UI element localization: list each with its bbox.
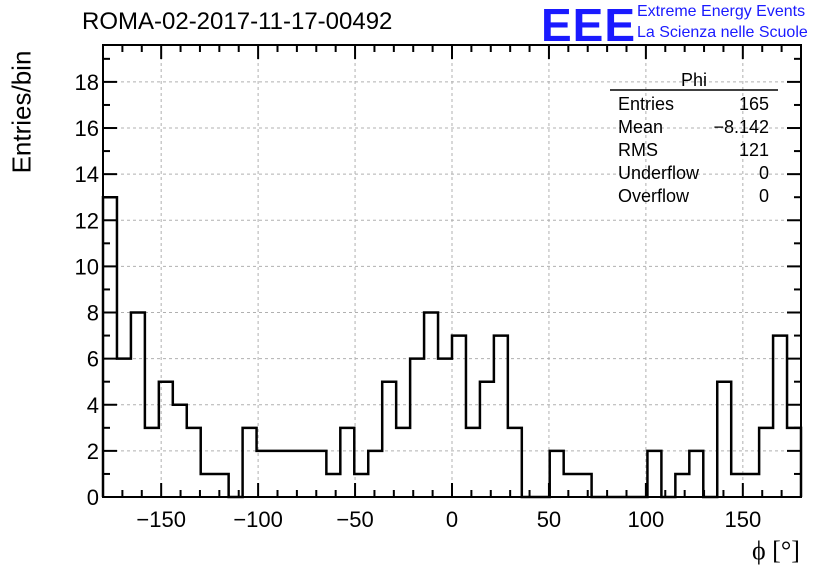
histogram-bin xyxy=(187,428,201,497)
y-tick-label: 0 xyxy=(87,485,99,510)
histogram-bin xyxy=(689,451,703,497)
histogram-bin xyxy=(452,336,466,497)
x-tick-label: 100 xyxy=(628,507,665,532)
y-tick-label: 8 xyxy=(87,301,99,326)
stats-title: Phi xyxy=(681,70,707,90)
histogram-bin xyxy=(243,428,257,497)
histogram-bin xyxy=(550,451,564,497)
histogram-bin xyxy=(340,428,354,497)
histogram-bin xyxy=(382,382,396,497)
grid-lines xyxy=(103,45,801,497)
x-tick-label: 0 xyxy=(446,507,458,532)
histogram-bin xyxy=(564,474,578,497)
histogram-bin xyxy=(647,451,661,497)
stats-value: 165 xyxy=(739,94,769,114)
chart-title: ROMA-02-2017-11-17-00492 xyxy=(82,8,393,35)
histogram-bin xyxy=(675,474,689,497)
y-tick-label: 14 xyxy=(75,162,99,187)
histogram-bin xyxy=(578,474,592,497)
histogram-bin xyxy=(494,336,508,497)
histogram-bin xyxy=(354,474,368,497)
histogram-bin xyxy=(787,428,801,497)
histogram-bin xyxy=(745,474,759,497)
x-tick-label: 150 xyxy=(724,507,761,532)
y-tick-label: 16 xyxy=(75,116,99,141)
histogram-bin xyxy=(410,359,424,497)
stats-value: −8.142 xyxy=(713,117,769,137)
x-tick-label: 50 xyxy=(537,507,561,532)
histogram-bin xyxy=(326,474,340,497)
histogram-bin xyxy=(145,428,159,497)
y-tick-label: 18 xyxy=(75,70,99,95)
x-tick-label: −50 xyxy=(336,507,373,532)
histogram-bin xyxy=(173,405,187,497)
logo-text-line1: Extreme Energy Events xyxy=(637,3,806,20)
stats-box: Phi Entries 165 Mean −8.142 RMS 121 Underflow 0… xyxy=(610,70,778,206)
histogram-outline xyxy=(101,195,803,499)
histogram-bin xyxy=(103,197,117,497)
histogram-bin xyxy=(298,451,312,497)
x-tick-label: −100 xyxy=(233,507,283,532)
histogram-bin xyxy=(201,474,215,497)
x-tick-label: −150 xyxy=(136,507,186,532)
axis-ticks xyxy=(102,45,802,498)
x-axis-title: ϕ [°] xyxy=(752,536,800,565)
stats-label: Overflow xyxy=(618,186,690,206)
y-tick-label: 10 xyxy=(75,254,99,279)
histogram-bin xyxy=(215,474,229,497)
histogram-bin xyxy=(396,428,410,497)
stats-label: Entries xyxy=(618,94,674,114)
histogram-bin xyxy=(508,428,522,497)
y-tick-label: 4 xyxy=(87,393,99,418)
histogram-bin xyxy=(438,359,452,497)
histogram-bin xyxy=(773,336,787,497)
stats-value: 0 xyxy=(759,186,769,206)
stats-value: 121 xyxy=(739,140,769,160)
histogram-bin xyxy=(466,428,480,497)
histogram-bin xyxy=(480,382,494,497)
stats-value: 0 xyxy=(759,163,769,183)
tick-labels: −150 −100 −50 0 50 100 150 0 2 4 6 8 10 12 14 16 18 xyxy=(75,70,762,532)
histogram-bin xyxy=(717,382,731,497)
y-tick-label: 12 xyxy=(75,208,99,233)
histogram-bin xyxy=(312,451,326,497)
stats-rows: Entries 165 Mean −8.142 RMS 121 Underflow 0 Over… xyxy=(618,94,769,206)
histogram-bin xyxy=(759,428,773,497)
logo-text-line2: La Scienza nelle Scuole xyxy=(637,24,808,41)
y-tick-label: 6 xyxy=(87,347,99,372)
y-tick-label: 2 xyxy=(87,439,99,464)
stats-label: Mean xyxy=(618,117,663,137)
stats-label: Underflow xyxy=(618,163,700,183)
stats-label: RMS xyxy=(618,140,658,160)
eee-logo: EEE xyxy=(541,0,637,51)
histogram-bin xyxy=(117,359,131,497)
plot-frame xyxy=(102,44,802,498)
